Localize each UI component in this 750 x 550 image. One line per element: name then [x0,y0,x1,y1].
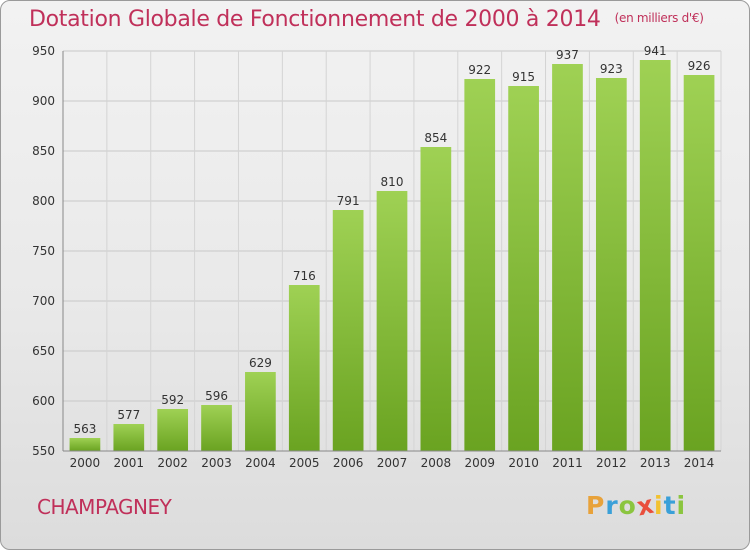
y-tick-label: 650 [32,344,55,358]
axis-layer: 550 600 650 700 750 800 850 900 950 2000 2001 2002 2… [32,44,721,470]
y-tick-label: 850 [32,144,55,158]
bar [639,60,671,451]
data-label: 577 [117,408,140,422]
x-tick-label: 2004 [245,456,276,470]
bar [595,78,627,451]
bar [288,285,320,451]
commune-name: CHAMPAGNEY [37,495,172,519]
y-tick-label: 600 [32,394,55,408]
x-tick-label: 2007 [377,456,408,470]
x-tick-label: 2014 [684,456,715,470]
x-tick-label: 2010 [508,456,539,470]
x-tick-label: 2001 [114,456,145,470]
chart-title-text: Dotation Globale de Fonctionnement de 20… [29,7,601,32]
y-tick-label: 800 [32,194,55,208]
bar [69,438,101,451]
data-label: 923 [600,62,623,76]
logo-letter: t [663,491,677,520]
bar [420,147,452,451]
logo-letter: i [654,491,664,520]
chart-subtitle: (en milliers d'€) [614,11,704,25]
logo-letter: P [586,491,606,520]
data-label: 915 [512,70,535,84]
data-label: 937 [556,48,579,62]
bar [376,191,408,451]
bar [157,409,189,451]
x-tick-label: 2000 [70,456,101,470]
x-tick-label: 2009 [464,456,495,470]
bar [245,372,276,451]
data-label: 716 [293,269,316,283]
x-tick-label: 2008 [421,456,452,470]
data-label: 926 [688,59,711,73]
data-label: 596 [205,389,228,403]
y-tick-label: 550 [32,444,55,458]
y-tick-label: 900 [32,94,55,108]
bar [552,64,583,451]
x-tick-label: 2011 [552,456,583,470]
bar-layer [69,60,715,451]
data-label: 922 [468,63,491,77]
label-layer: 563 577 592 596 629 716 791 810 854 922 915 937 923 9… [73,44,710,436]
data-label: 629 [249,356,272,370]
y-tick-label: 750 [32,244,55,258]
y-tick-label: 700 [32,294,55,308]
x-tick-label: 2005 [289,456,320,470]
data-label: 810 [381,175,404,189]
x-tick-label: 2002 [157,456,188,470]
data-label: 791 [337,194,360,208]
bar [201,405,232,451]
proxiti-logo[interactable]: Proxiti [586,490,687,522]
x-tick-label: 2003 [201,456,232,470]
chart-title: Dotation Globale de Fonctionnement de 20… [29,7,704,32]
data-label: 592 [161,393,184,407]
data-label: 854 [424,131,447,145]
x-tick-label: 2013 [640,456,671,470]
logo-letter: o [618,491,637,520]
bar [113,424,145,451]
data-label: 941 [644,44,667,58]
bar [332,210,364,451]
logo-letter: i [676,491,687,520]
x-tick-label: 2012 [596,456,627,470]
x-tick-label: 2006 [333,456,364,470]
bar [683,75,715,451]
y-tick-label: 950 [32,44,55,58]
bar [464,79,496,451]
data-label: 563 [73,422,96,436]
bar [508,86,539,451]
logo-letter: r [605,491,619,520]
